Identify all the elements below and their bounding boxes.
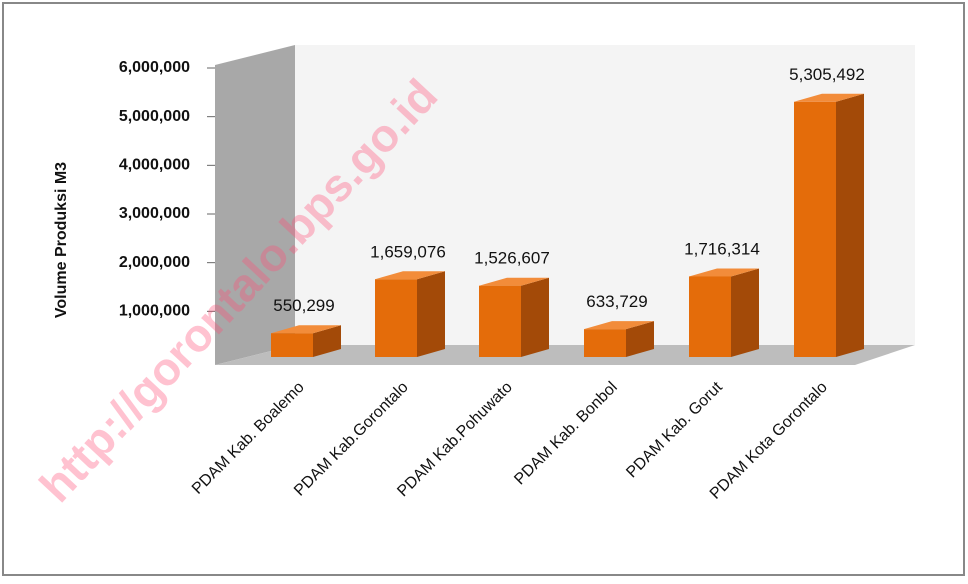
value-label: 1,526,607 bbox=[474, 249, 550, 268]
bar bbox=[794, 101, 836, 357]
bar-top bbox=[375, 271, 445, 280]
bar-side bbox=[313, 325, 341, 357]
y-tick-label: 1,000,000 bbox=[119, 303, 190, 320]
y-tick-label: 2,000,000 bbox=[119, 254, 190, 271]
value-label: 633,729 bbox=[586, 292, 647, 311]
bar-side bbox=[417, 271, 445, 357]
value-label: 550,299 bbox=[273, 296, 334, 315]
y-tick-label: 3,000,000 bbox=[119, 205, 190, 222]
bar bbox=[479, 285, 521, 357]
y-tick-label: 4,000,000 bbox=[119, 157, 190, 174]
bar-top bbox=[271, 325, 341, 334]
bar-top bbox=[689, 268, 759, 277]
bar-side bbox=[521, 277, 549, 357]
bar bbox=[584, 329, 626, 357]
bar-top bbox=[584, 321, 654, 330]
bar-side bbox=[836, 93, 864, 358]
value-label: 5,305,492 bbox=[789, 65, 865, 84]
bar bbox=[271, 333, 313, 357]
value-label: 1,716,314 bbox=[684, 239, 760, 258]
y-axis-label: Volume Produksi M3 bbox=[53, 162, 70, 318]
bar-side bbox=[731, 268, 759, 357]
y-tick-label: 5,000,000 bbox=[119, 108, 190, 125]
value-label: 1,659,076 bbox=[370, 242, 446, 261]
bar-top bbox=[794, 93, 864, 102]
bar-top bbox=[479, 277, 549, 286]
y-tick-label: 6,000,000 bbox=[119, 59, 190, 76]
bar bbox=[375, 279, 417, 357]
side-wall bbox=[215, 45, 295, 365]
back-wall bbox=[295, 45, 915, 345]
bar bbox=[689, 276, 731, 357]
bar-side bbox=[626, 321, 654, 357]
